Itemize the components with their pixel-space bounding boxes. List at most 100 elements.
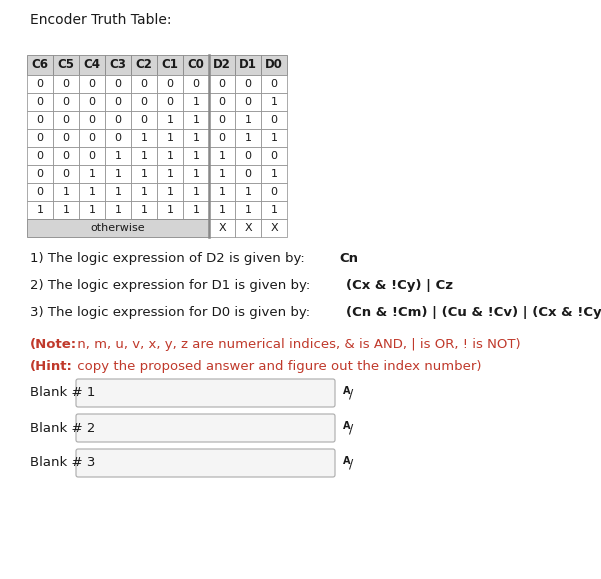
Bar (183, 201, 209, 219)
Text: 3) The logic expression for D0 is given by:: 3) The logic expression for D0 is given … (30, 306, 314, 319)
Text: 0: 0 (219, 97, 225, 107)
Text: 0: 0 (37, 79, 43, 89)
Bar (105, 75, 131, 93)
Text: 0: 0 (192, 79, 200, 89)
Text: 1: 1 (88, 169, 96, 179)
Text: Cn: Cn (339, 252, 358, 265)
Bar (105, 111, 131, 129)
Text: 0: 0 (88, 151, 96, 161)
Text: Blank # 3: Blank # 3 (30, 456, 96, 470)
Text: 1: 1 (166, 187, 174, 197)
Bar (79, 55, 105, 75)
Bar (131, 129, 157, 147)
Text: Blank # 2: Blank # 2 (30, 422, 96, 434)
Bar (27, 111, 53, 129)
Bar (209, 219, 235, 237)
Bar (79, 165, 105, 183)
Bar (261, 201, 287, 219)
Text: 0: 0 (141, 115, 147, 125)
Text: 1: 1 (166, 151, 174, 161)
Text: 0: 0 (88, 79, 96, 89)
Text: 0: 0 (63, 133, 70, 143)
Text: 0: 0 (63, 115, 70, 125)
Bar (131, 201, 157, 219)
Text: C3: C3 (109, 58, 126, 71)
Text: 0: 0 (219, 115, 225, 125)
Bar (235, 129, 261, 147)
Text: X: X (270, 223, 278, 233)
Text: A: A (343, 421, 350, 431)
Bar (261, 183, 287, 201)
Text: C2: C2 (136, 58, 153, 71)
Text: 0: 0 (245, 169, 251, 179)
Bar (53, 93, 79, 111)
Bar (157, 75, 183, 93)
Bar (209, 55, 235, 75)
Bar (209, 93, 235, 111)
Text: 0: 0 (37, 133, 43, 143)
Bar (27, 55, 53, 75)
Bar (105, 165, 131, 183)
Text: 1: 1 (270, 133, 278, 143)
Text: 0: 0 (245, 151, 251, 161)
Text: 1: 1 (141, 169, 147, 179)
Text: C6: C6 (31, 58, 49, 71)
Bar (183, 183, 209, 201)
Text: 0: 0 (88, 133, 96, 143)
Text: /: / (349, 387, 353, 401)
Bar (261, 147, 287, 165)
Bar (183, 129, 209, 147)
Text: 1: 1 (192, 151, 200, 161)
Bar (235, 111, 261, 129)
Text: 0: 0 (88, 115, 96, 125)
Text: 0: 0 (270, 115, 278, 125)
Text: D1: D1 (239, 58, 257, 71)
Text: 1: 1 (219, 151, 225, 161)
Text: 1: 1 (166, 205, 174, 215)
Bar (261, 55, 287, 75)
Bar (183, 55, 209, 75)
Bar (261, 75, 287, 93)
Text: 1: 1 (245, 187, 251, 197)
Bar (235, 201, 261, 219)
Bar (79, 111, 105, 129)
Text: 0: 0 (63, 79, 70, 89)
Bar (157, 147, 183, 165)
Bar (183, 93, 209, 111)
Text: 1: 1 (192, 133, 200, 143)
Bar (53, 201, 79, 219)
Bar (105, 55, 131, 75)
Bar (235, 55, 261, 75)
Bar (157, 111, 183, 129)
Text: /: / (349, 457, 353, 471)
Bar (157, 183, 183, 201)
Bar (53, 75, 79, 93)
Text: 0: 0 (63, 169, 70, 179)
Text: /: / (349, 423, 353, 435)
Text: 1: 1 (192, 205, 200, 215)
Text: 0: 0 (63, 151, 70, 161)
Text: 0: 0 (37, 151, 43, 161)
Bar (27, 147, 53, 165)
Text: otherwise: otherwise (91, 223, 145, 233)
Bar (79, 147, 105, 165)
Text: 1: 1 (63, 205, 70, 215)
Bar (27, 129, 53, 147)
Bar (79, 201, 105, 219)
Bar (53, 111, 79, 129)
Text: 1: 1 (166, 115, 174, 125)
Text: 2) The logic expression for D1 is given by:: 2) The logic expression for D1 is given … (30, 279, 314, 292)
Bar (209, 129, 235, 147)
Bar (27, 183, 53, 201)
Bar (209, 165, 235, 183)
Text: 1: 1 (192, 187, 200, 197)
Bar (27, 219, 209, 237)
Text: 1: 1 (141, 187, 147, 197)
Bar (27, 165, 53, 183)
Text: 1: 1 (115, 187, 121, 197)
Bar (27, 201, 53, 219)
Text: 0: 0 (37, 169, 43, 179)
Text: 0: 0 (245, 97, 251, 107)
Text: 1: 1 (141, 133, 147, 143)
Bar (209, 183, 235, 201)
